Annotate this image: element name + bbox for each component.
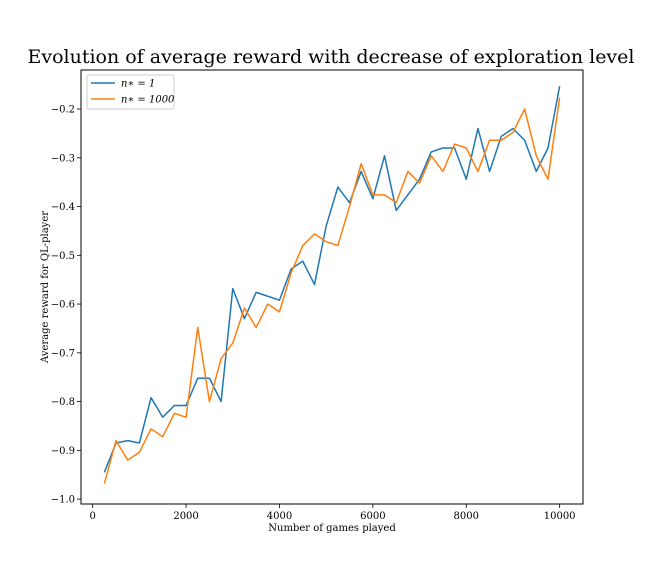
x-tick-label: 6000 <box>360 511 385 522</box>
y-tick-label: −0.2 <box>51 105 75 116</box>
y-tick-label: −0.7 <box>51 348 75 359</box>
y-tick-label: −1.0 <box>51 495 75 506</box>
y-tick-label: −0.6 <box>51 300 75 311</box>
y-tick-label: −0.9 <box>51 446 75 457</box>
x-tick-label: 10000 <box>544 511 576 522</box>
series-line-2 <box>103 97 561 484</box>
y-tick-label: −0.4 <box>51 202 75 213</box>
x-axis-label: Number of games played <box>268 523 396 534</box>
chart-title: Evolution of average reward with decreas… <box>27 46 634 68</box>
legend-entry-1: n∗ = 1 <box>121 79 155 90</box>
x-tick-label: 4000 <box>267 511 292 522</box>
y-axis-label: Average reward for QL-player <box>40 211 51 364</box>
y-tick-label: −0.5 <box>51 251 75 262</box>
x-tick-label: 8000 <box>454 511 479 522</box>
y-tick-label: −0.3 <box>51 153 75 164</box>
legend-entry-2: n∗ = 1000 <box>121 95 175 106</box>
legend: n∗ = 1 n∗ = 1000 <box>86 74 175 110</box>
plot-area <box>103 85 561 484</box>
x-tick-label: 2000 <box>173 511 198 522</box>
x-axis: 0 2000 4000 6000 8000 10000 <box>89 504 576 522</box>
series-line-1 <box>103 85 561 473</box>
y-axis: −1.0 −0.9 −0.8 −0.7 −0.6 −0.5 −0.4 −0.3 −0.2 <box>51 105 81 506</box>
axes-frame <box>80 69 584 505</box>
y-tick-label: −0.8 <box>51 397 75 408</box>
x-tick-label: 0 <box>89 511 95 522</box>
